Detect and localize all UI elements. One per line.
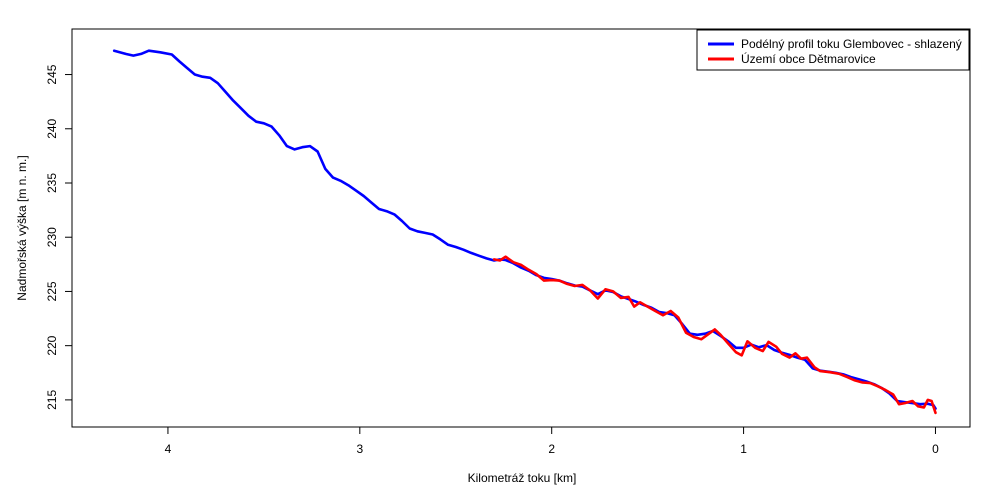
y-tick-label-0: 215 (45, 390, 59, 410)
y-axis: 215 220 225 230 235 240 245 Nadmořská výška [m… (15, 64, 73, 410)
y-tick-label-3: 230 (45, 227, 59, 247)
plot-frame (71, 28, 971, 428)
y-tick-label-1: 220 (45, 335, 59, 355)
series-layer (112, 49, 937, 415)
legend-box (696, 29, 970, 71)
y-tick-label-2: 225 (45, 281, 59, 301)
legend: Podélný profil toku Glembovec - shlazený… (696, 29, 970, 71)
y-tick-label-6: 245 (45, 64, 59, 84)
x-tick-label-3: 1 (740, 442, 747, 456)
y-tick-label-4: 235 (45, 173, 59, 193)
x-axis-title: Kilometráž toku [km] (468, 471, 577, 485)
x-tick-label-0: 4 (165, 442, 172, 456)
x-tick-label-2: 2 (548, 442, 555, 456)
series-line-1 (492, 255, 937, 415)
legend-label-0: Podélný profil toku Glembovec - shlazený (741, 37, 962, 51)
legend-label-1: Území obce Dětmarovice (741, 51, 876, 66)
y-tick-label-5: 240 (45, 118, 59, 138)
x-tick-label-4: 0 (932, 442, 939, 456)
x-axis: 4 3 2 1 0 Kilometráž toku [km] (160, 426, 939, 485)
series-line-0 (112, 49, 937, 410)
y-axis-title: Nadmořská výška [m n. m.] (15, 155, 29, 300)
x-tick-label-1: 3 (356, 442, 363, 456)
